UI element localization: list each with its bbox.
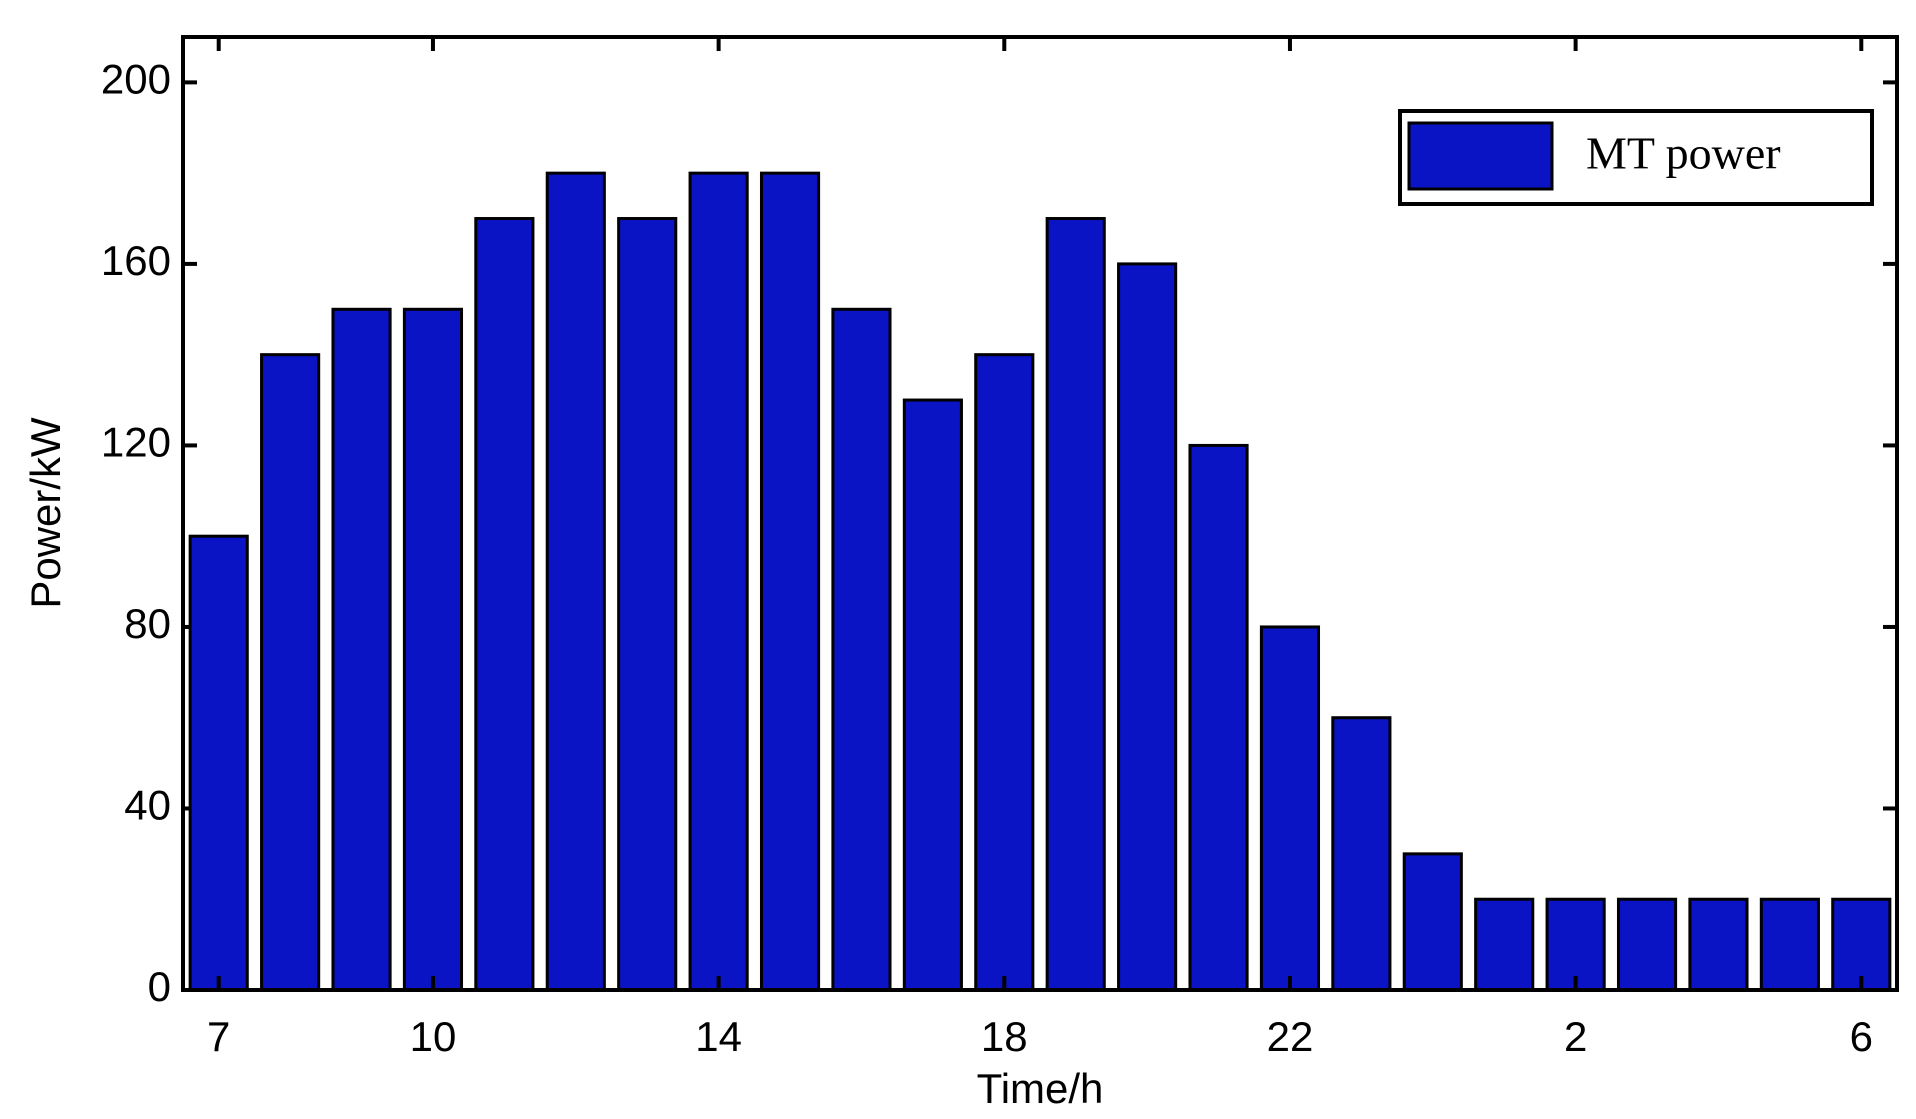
bar [831,307,892,992]
bar [1545,897,1606,992]
x-tick-label: 2 [1564,1013,1587,1060]
bar [402,307,464,992]
x-tick-label: 10 [410,1013,457,1060]
bar [188,534,249,992]
bar [1616,897,1678,992]
x-tick-label: 14 [695,1013,742,1060]
bar [1188,443,1249,992]
bar [1331,716,1392,992]
bar [1474,897,1535,992]
legend-swatch [1407,121,1554,191]
y-tick-label: 40 [124,782,171,829]
bar [1759,897,1820,992]
bar [1117,262,1178,992]
bar [1045,217,1106,992]
bar [474,217,535,992]
bar [617,217,678,992]
bar [1259,625,1321,992]
x-tick-label: 7 [207,1013,230,1060]
bar [759,171,821,992]
bar [902,398,963,992]
bar [260,353,321,992]
x-tick-label: 6 [1850,1013,1873,1060]
y-tick-label: 0 [148,963,171,1010]
y-tick-label: 200 [101,55,171,102]
bar [545,171,606,992]
y-axis-title: Power/kW [22,417,69,609]
x-tick-label: 18 [981,1013,1028,1060]
bar [688,171,749,992]
bar [1688,897,1749,992]
x-tick-label: 22 [1267,1013,1314,1060]
y-tick-label: 80 [124,600,171,647]
bar [974,353,1035,992]
legend-label: MT power [1586,128,1781,179]
bar [331,307,392,992]
plot-frame [181,35,1899,992]
bar [1831,897,1892,992]
y-tick-label: 120 [101,419,171,466]
y-tick-label: 160 [101,237,171,284]
x-axis-title: Time/h [977,1065,1104,1112]
bar [1402,852,1463,992]
